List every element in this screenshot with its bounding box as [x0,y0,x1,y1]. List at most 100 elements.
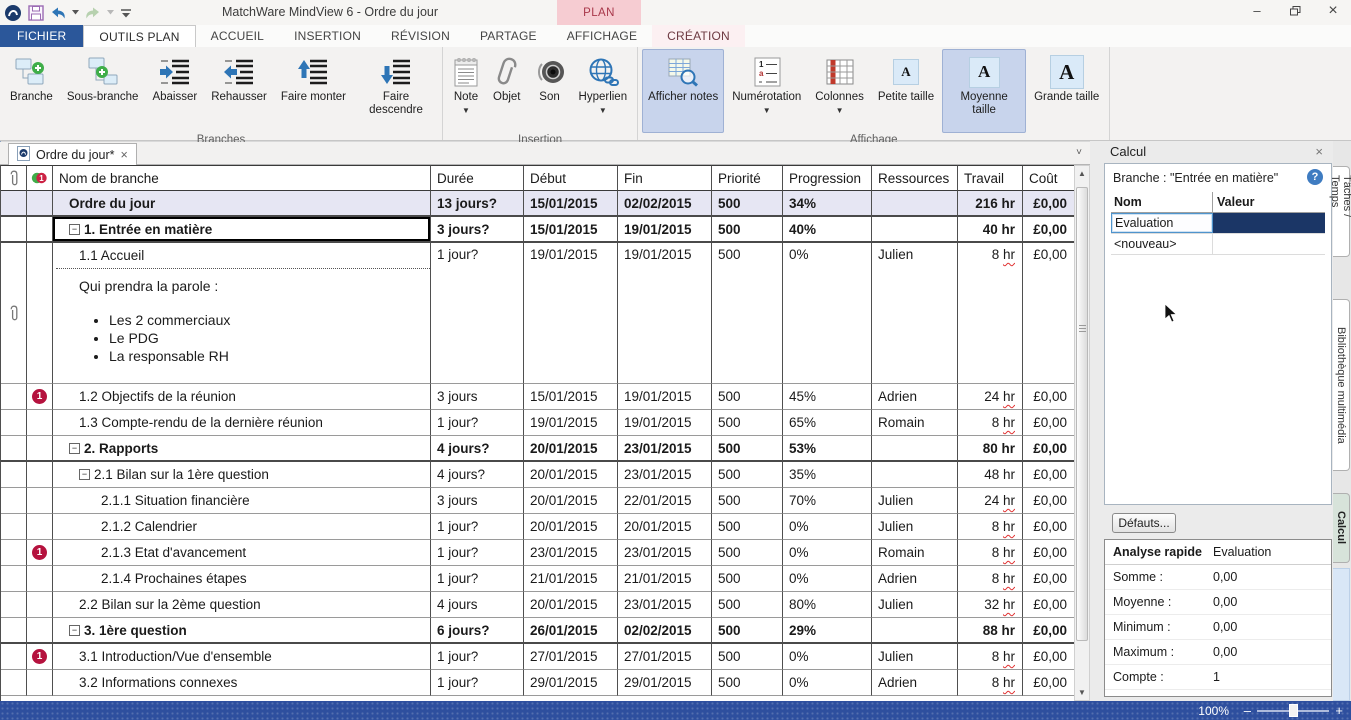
cell-priorite[interactable]: 500 [712,243,783,384]
cell-fin[interactable]: 23/01/2015 [618,462,712,488]
cell-progression[interactable]: 0% [783,514,872,540]
cell-progression[interactable]: 80% [783,592,872,618]
scrollbar-thumb[interactable] [1076,187,1088,641]
collapse-box-icon[interactable]: − [69,624,80,636]
ribbon-button-sous-branche[interactable]: Sous-branche [61,49,145,133]
ribbon-button-faire-descendre[interactable]: Faire descendre [354,49,438,133]
customize-quick-access-icon[interactable] [120,3,132,23]
cell-progression[interactable]: 70% [783,488,872,514]
cell-priorite[interactable]: 500 [712,462,783,488]
collapse-box-icon[interactable]: − [79,469,90,480]
cell-ressources[interactable]: Adrien [872,566,958,592]
outline-row-0[interactable]: Ordre du jour 13 jours? 15/01/2015 02/02/20… [1,191,1075,217]
cell-cout[interactable]: £0,00 [1023,384,1075,410]
branch-name-cell[interactable]: 3.2 Informations connexes [53,670,431,696]
cell-cout[interactable]: £0,00 [1023,410,1075,436]
cell-debut[interactable]: 29/01/2015 [524,670,618,696]
ribbon-tab-fichier[interactable]: FICHIER [0,25,84,47]
cell-travail[interactable]: 88 hr [958,618,1023,644]
document-tab-close-icon[interactable]: × [120,147,128,162]
cell-progression[interactable]: 0% [783,566,872,592]
zoom-slider-thumb[interactable] [1289,704,1298,717]
cell-cout[interactable]: £0,00 [1023,462,1075,488]
cell-debut[interactable]: 27/01/2015 [524,644,618,670]
outline-row-5[interactable]: −2. Rapports 4 jours? 20/01/2015 23/01/2015… [1,436,1075,462]
cell-travail[interactable]: 24 hr [958,488,1023,514]
cell-cout[interactable]: £0,00 [1023,436,1075,462]
side-tab-biblioth-que-multim-dia[interactable]: Bibliothèque multimédia [1333,299,1350,471]
ribbon-tab-accueil[interactable]: ACCUEIL [210,29,265,43]
cell-priorite[interactable]: 500 [712,644,783,670]
cell-cout[interactable]: £0,00 [1023,566,1075,592]
branch-name-cell[interactable]: Ordre du jour [53,191,431,217]
cell-progression[interactable]: 40% [783,217,872,243]
cell-priorite[interactable]: 500 [712,384,783,410]
calc-field-value-cell-selected[interactable] [1213,213,1325,233]
branch-name-cell[interactable]: −1. Entrée en matière [53,217,431,243]
ribbon-tab-r-vision[interactable]: RÉVISION [390,29,450,43]
cell-ressources[interactable]: Julien [872,243,958,384]
cell-cout[interactable]: £0,00 [1023,592,1075,618]
branch-name-cell[interactable]: 1.3 Compte-rendu de la dernière réunion [53,410,431,436]
cell-priorite[interactable]: 500 [712,514,783,540]
cell-ressources[interactable]: Julien [872,514,958,540]
cell-debut[interactable]: 20/01/2015 [524,462,618,488]
outline-row-13[interactable]: 1 3.1 Introduction/Vue d'ensemble 1 jour? 2… [1,644,1075,670]
cell-travail[interactable]: 32 hr [958,592,1023,618]
cell-duree[interactable]: 3 jours? [431,217,524,243]
cell-debut[interactable]: 15/01/2015 [524,217,618,243]
ribbon-tab-outils-plan[interactable]: OUTILS PLAN [83,25,196,47]
cell-priorite[interactable]: 500 [712,618,783,644]
branch-name-cell[interactable]: −3. 1ère question [53,618,431,644]
branch-name-cell[interactable]: 2.1.2 Calendrier [53,514,431,540]
cell-progression[interactable]: 29% [783,618,872,644]
cell-ressources[interactable]: Julien [872,488,958,514]
document-tab-ordre-du-jour[interactable]: Ordre du jour* × [8,143,137,165]
cell-travail[interactable]: 8 hr [958,410,1023,436]
cell-debut[interactable]: 19/01/2015 [524,410,618,436]
cell-travail[interactable]: 8 hr [958,514,1023,540]
branch-name-cell[interactable]: 1.1 Accueil Qui prendra la parole : Les 2 … [53,243,431,384]
cell-progression[interactable]: 45% [783,384,872,410]
calc-new-value-cell[interactable] [1213,234,1325,254]
cell-progression[interactable]: 0% [783,243,872,384]
cell-travail[interactable]: 8 hr [958,566,1023,592]
cell-ressources[interactable] [872,618,958,644]
cell-duree[interactable]: 4 jours? [431,436,524,462]
zoom-out-button[interactable]: – [1243,703,1251,718]
cell-duree[interactable]: 4 jours? [431,462,524,488]
branch-name-cell[interactable]: 2.1.4 Prochaines étapes [53,566,431,592]
cell-ressources[interactable]: Adrien [872,384,958,410]
cell-travail[interactable]: 8 hr [958,540,1023,566]
cell-cout[interactable]: £0,00 [1023,488,1075,514]
outline-row-7[interactable]: 2.1.1 Situation financière 3 jours 20/01/2… [1,488,1075,514]
ribbon-button-rehausser[interactable]: Rehausser [205,49,273,133]
outline-row-2[interactable]: 1.1 Accueil Qui prendra la parole : Les 2 … [1,243,1075,384]
cell-priorite[interactable]: 500 [712,410,783,436]
outline-row-12[interactable]: −3. 1ère question 6 jours? 26/01/2015 02/02… [1,618,1075,644]
restore-icon[interactable] [1287,3,1303,19]
defaults-button[interactable]: Défauts... [1112,513,1176,533]
branch-name-cell[interactable]: 1.2 Objectifs de la réunion [53,384,431,410]
cell-duree[interactable]: 1 jour? [431,410,524,436]
cell-priorite[interactable]: 500 [712,217,783,243]
cell-priorite[interactable]: 500 [712,488,783,514]
cell-fin[interactable]: 20/01/2015 [618,514,712,540]
cell-debut[interactable]: 19/01/2015 [524,243,618,384]
cell-debut[interactable]: 20/01/2015 [524,592,618,618]
close-button[interactable]: × [1328,2,1338,19]
calc-field-name-input[interactable]: Evaluation [1111,213,1213,233]
cell-progression[interactable]: 53% [783,436,872,462]
side-tab-calcul[interactable]: Calcul [1333,493,1350,563]
ribbon-button-branche[interactable]: Branche [4,49,59,133]
cell-travail[interactable]: 8 hr [958,243,1023,384]
calc-new-field-cell[interactable]: <nouveau> [1111,234,1213,254]
cell-duree[interactable]: 1 jour? [431,670,524,696]
redo-icon[interactable] [85,3,101,23]
collapse-box-icon[interactable]: − [69,442,80,454]
branch-name-cell[interactable]: 3.1 Introduction/Vue d'ensemble [53,644,431,670]
cell-duree[interactable]: 1 jour? [431,243,524,384]
cell-cout[interactable]: £0,00 [1023,217,1075,243]
outline-row-9[interactable]: 1 2.1.3 Etat d'avancement 1 jour? 23/01/201… [1,540,1075,566]
cell-cout[interactable]: £0,00 [1023,644,1075,670]
